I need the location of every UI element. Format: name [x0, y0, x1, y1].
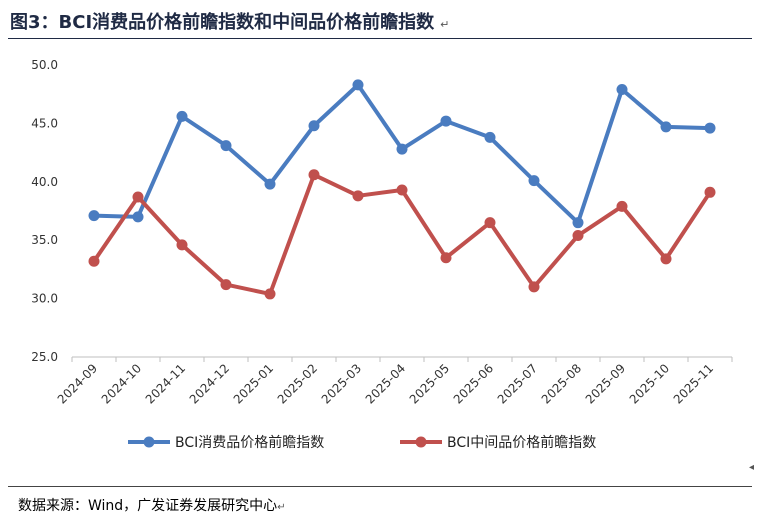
- x-tick-label: 2025-06: [451, 361, 496, 406]
- data-point: [132, 211, 144, 223]
- x-tick-label: 2025-02: [275, 361, 320, 406]
- x-tick-label: 2024-10: [99, 361, 144, 406]
- data-point: [616, 200, 628, 212]
- data-point: [572, 217, 584, 229]
- chart-title-text: 图3：BCI消费品价格前瞻指数和中间品价格前瞻指数: [10, 12, 435, 33]
- x-tick-label: 2025-01: [231, 361, 276, 406]
- data-point: [308, 169, 320, 181]
- series-lines: [88, 79, 716, 300]
- data-point: [132, 191, 144, 203]
- source-rule: [8, 486, 752, 487]
- x-tick-label: 2024-11: [143, 361, 188, 406]
- data-point: [264, 178, 276, 190]
- data-point: [352, 79, 364, 91]
- x-tick-label: 2024-09: [55, 361, 100, 406]
- data-point: [484, 217, 496, 229]
- y-tick-label: 45.0: [31, 116, 58, 130]
- data-point: [176, 110, 188, 122]
- data-point: [176, 239, 188, 251]
- data-point: [88, 255, 100, 267]
- x-tick-label: 2025-03: [319, 361, 364, 406]
- x-tick-label: 2025-05: [407, 361, 452, 406]
- chart-title: 图3：BCI消费品价格前瞻指数和中间品价格前瞻指数 ↵: [10, 8, 449, 34]
- arrow-mark-icon: ◂: [748, 462, 754, 473]
- legend-label: BCI中间品价格前瞻指数: [447, 434, 596, 451]
- data-point: [484, 131, 496, 143]
- data-point: [264, 288, 276, 300]
- data-point: [704, 186, 716, 198]
- y-tick-label: 30.0: [31, 292, 58, 306]
- title-rule: [8, 38, 752, 39]
- data-point: [616, 84, 628, 96]
- x-axis-ticks: 2024-092024-102024-112024-122025-012025-…: [55, 361, 716, 406]
- line-chart: 25.030.035.040.045.050.0 2024-092024-102…: [31, 58, 733, 451]
- y-tick-label: 35.0: [31, 233, 58, 247]
- x-tick-label: 2025-08: [539, 361, 584, 406]
- data-point: [352, 190, 364, 202]
- x-tick-label: 2025-04: [363, 361, 408, 406]
- legend-label: BCI消费品价格前瞻指数: [175, 434, 324, 451]
- legend-marker: [143, 436, 155, 448]
- data-point: [220, 140, 232, 152]
- y-tick-label: 40.0: [31, 175, 58, 189]
- legend: BCI消费品价格前瞻指数 BCI中间品价格前瞻指数: [128, 434, 596, 451]
- axes: [71, 356, 733, 362]
- data-point: [704, 122, 716, 134]
- data-point: [572, 230, 584, 242]
- data-point: [528, 281, 540, 293]
- y-axis-ticks: 25.0 30.0 35.0 40.0 45.0 50.0: [31, 58, 58, 364]
- data-point: [528, 175, 540, 187]
- return-mark-icon: ↵: [277, 502, 286, 513]
- source-note: 数据来源：Wind，广发证券发展研究中心↵: [18, 495, 286, 515]
- data-point: [396, 184, 408, 196]
- data-point: [220, 279, 232, 291]
- data-point: [88, 210, 100, 222]
- return-mark-icon: ↵: [440, 18, 450, 31]
- data-point: [308, 120, 320, 132]
- legend-marker: [415, 436, 427, 448]
- x-tick-label: 2025-09: [583, 361, 628, 406]
- data-point: [440, 252, 452, 264]
- x-tick-label: 2024-12: [187, 361, 232, 406]
- x-tick-label: 2025-11: [671, 361, 716, 406]
- data-point: [660, 121, 672, 133]
- source-text: 数据来源：Wind，广发证券发展研究中心: [18, 498, 278, 514]
- data-point: [660, 253, 672, 265]
- data-point: [396, 143, 408, 155]
- y-tick-label: 25.0: [31, 350, 58, 364]
- data-point: [440, 115, 452, 127]
- y-tick-label: 50.0: [31, 58, 58, 72]
- x-tick-label: 2025-07: [495, 361, 540, 406]
- x-tick-label: 2025-10: [627, 361, 672, 406]
